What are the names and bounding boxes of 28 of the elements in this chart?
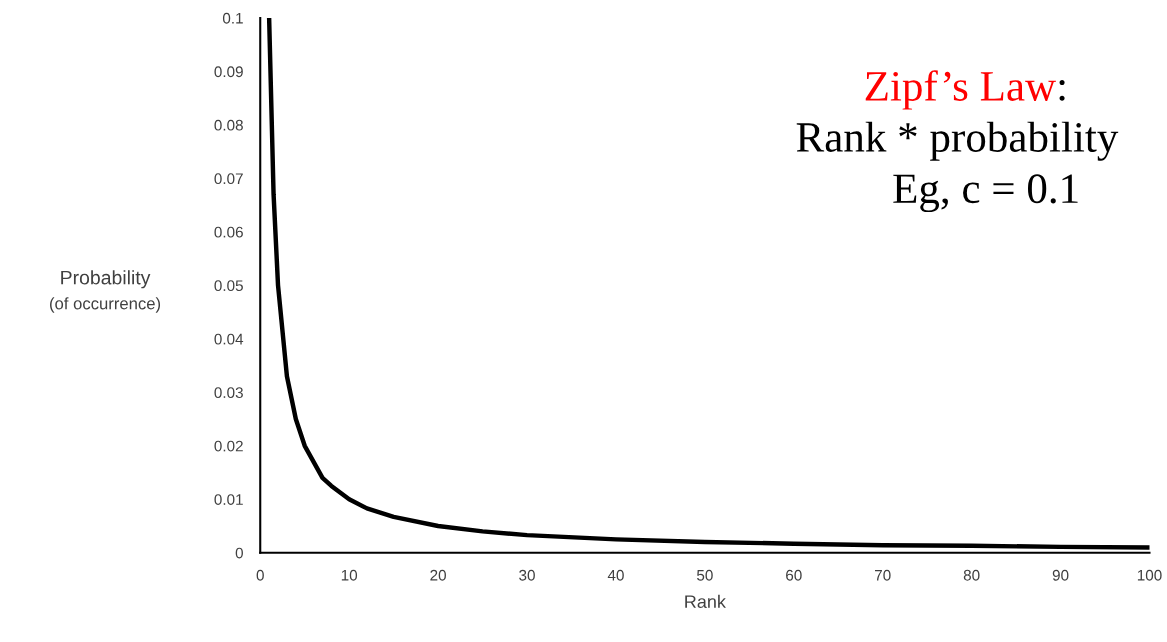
x-tick-label: 20 — [430, 569, 446, 581]
y-tick-label: 0.02 — [214, 440, 243, 452]
y-tick-label: 0 — [235, 547, 243, 559]
y-tick-label: 0.03 — [214, 387, 243, 399]
y-tick-label: 0.04 — [214, 333, 244, 345]
y-tick-label: 0.09 — [214, 66, 243, 78]
y-tick-label: 0.01 — [214, 494, 243, 505]
annotation: Rank * probability — [796, 121, 1119, 161]
annotation: Zipf’s Law: — [865, 70, 1065, 110]
line-series — [266, 17, 1150, 550]
x-tick-label: 90 — [1052, 569, 1069, 581]
annotation: Eg, c = 0.1 — [893, 174, 1078, 213]
y-tick-label: 0.05 — [214, 280, 243, 292]
x-tick-label: 40 — [607, 569, 624, 581]
x-tick-label: 100 — [1137, 569, 1162, 581]
y-tick-label: 0.06 — [214, 226, 243, 238]
x-tick-label: 80 — [963, 569, 980, 581]
x-axis-title: Rank — [685, 594, 726, 609]
x-tick-label: 30 — [519, 569, 535, 581]
y-tick-label: 0.08 — [214, 119, 243, 131]
x-tick-label: 0 — [256, 569, 264, 581]
x-tick-label: 10 — [341, 569, 358, 581]
y-tick-label: 0.07 — [214, 173, 243, 185]
y-tick-label: 0.1 — [222, 12, 243, 24]
x-tick-label: 70 — [875, 569, 891, 581]
y-axis-title: Probability (of occurrence) — [50, 270, 161, 313]
x-tick-label: 60 — [786, 569, 802, 581]
x-tick-label: 50 — [696, 569, 713, 581]
